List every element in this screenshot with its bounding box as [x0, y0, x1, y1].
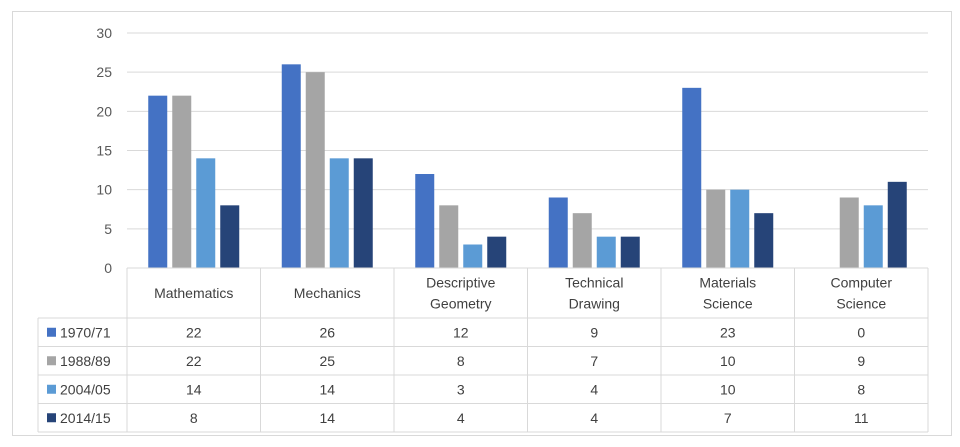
y-tick-label-25: 25 — [96, 64, 112, 80]
category-label-descriptive-geometry: Descriptive — [426, 275, 495, 291]
table-cell-2014-15-computer-science: 11 — [854, 410, 869, 426]
category-label-materials-science: Materials — [699, 275, 756, 291]
y-tick-label-30: 30 — [96, 25, 112, 41]
bar-1988-89-technical-drawing — [572, 213, 592, 268]
table-cell-1988-89-computer-science: 9 — [857, 353, 865, 369]
table-cell-1970-71-mechanics: 26 — [319, 324, 335, 340]
table-cell-2014-15-mathematics: 8 — [190, 410, 198, 426]
bar-2014-15-computer-science — [887, 181, 907, 268]
table-cell-2014-15-descriptive-geometry: 4 — [457, 410, 465, 426]
category-label-mathematics: Mathematics — [154, 285, 233, 301]
legend-key-1988-89 — [47, 356, 56, 366]
y-tick-label-0: 0 — [104, 260, 112, 276]
table-cell-1970-71-technical-drawing: 9 — [590, 324, 598, 340]
legend-key-2014-15 — [47, 413, 56, 423]
table-cell-2004-05-mathematics: 14 — [186, 381, 202, 397]
bar-2004-05-technical-drawing — [596, 236, 616, 268]
table-cell-1970-71-materials-science: 23 — [720, 324, 736, 340]
y-tick-label-20: 20 — [96, 103, 112, 119]
bar-2004-05-materials-science — [730, 189, 750, 268]
bar-1970-71-technical-drawing — [548, 197, 568, 268]
table-cell-2004-05-mechanics: 14 — [319, 381, 335, 397]
bar-1970-71-materials-science — [682, 87, 702, 268]
y-tick-label-10: 10 — [96, 182, 112, 198]
table-cell-1970-71-descriptive-geometry: 12 — [453, 324, 469, 340]
bar-2014-15-mechanics — [353, 158, 373, 268]
bar-2004-05-mathematics — [196, 158, 216, 268]
bars — [148, 64, 907, 269]
table-cell-1988-89-materials-science: 10 — [720, 353, 736, 369]
bar-2014-15-descriptive-geometry — [487, 236, 507, 268]
bar-2014-15-materials-science — [754, 213, 774, 268]
chart-frame — [12, 11, 952, 436]
bar-1988-89-descriptive-geometry — [439, 205, 459, 268]
bar-2014-15-technical-drawing — [620, 236, 640, 268]
legend-label-1988-89: 1988/89 — [60, 353, 111, 369]
data-table: Mathematics Mechanics Descriptive Geometry T… — [37, 267, 929, 433]
bar-1970-71-mechanics — [281, 64, 301, 268]
bar-1970-71-mathematics — [148, 95, 168, 269]
y-tick-label-15: 15 — [96, 143, 112, 159]
bar-1988-89-materials-science — [706, 189, 726, 268]
table-cell-2014-15-materials-science: 7 — [724, 410, 732, 426]
table-cell-2004-05-computer-science: 8 — [857, 381, 865, 397]
category-label-technical-drawing: Drawing — [569, 296, 620, 312]
legend-key-2004-05 — [47, 384, 56, 394]
table-cell-2014-15-mechanics: 14 — [319, 410, 335, 426]
gridlines — [127, 32, 928, 230]
bar-2014-15-mathematics — [220, 205, 240, 268]
bar-2004-05-computer-science — [863, 205, 883, 268]
y-axis: 0 5 10 15 20 25 30 — [96, 25, 112, 276]
table-cell-1970-71-computer-science: 0 — [857, 324, 865, 340]
bar-1988-89-mechanics — [305, 72, 325, 269]
bar-1970-71-descriptive-geometry — [415, 174, 435, 268]
table-cell-1988-89-descriptive-geometry: 8 — [457, 353, 465, 369]
category-label-descriptive-geometry: Geometry — [430, 296, 491, 312]
category-label-mechanics: Mechanics — [294, 285, 361, 301]
y-tick-label-5: 5 — [104, 221, 112, 237]
table-cell-2004-05-materials-science: 10 — [720, 381, 736, 397]
table-cell-1988-89-technical-drawing: 7 — [590, 353, 598, 369]
table-cell-2014-15-technical-drawing: 4 — [590, 410, 598, 426]
category-label-computer-science: Computer — [831, 275, 893, 291]
bar-2004-05-mechanics — [329, 158, 349, 268]
bar-1988-89-computer-science — [839, 197, 859, 268]
table-cell-2004-05-technical-drawing: 4 — [590, 381, 598, 397]
table-cell-2004-05-descriptive-geometry: 3 — [457, 381, 465, 397]
legend-label-2004-05: 2004/05 — [60, 381, 111, 397]
legend-key-1970-71 — [47, 327, 56, 337]
category-label-materials-science: Science — [703, 296, 753, 312]
bar-1988-89-mathematics — [172, 95, 192, 269]
legend-label-2014-15: 2014/15 — [60, 410, 111, 426]
category-label-technical-drawing: Technical — [565, 275, 623, 291]
legend-label-1970-71: 1970/71 — [60, 324, 111, 340]
table-cell-1970-71-mathematics: 22 — [186, 324, 202, 340]
bar-2004-05-descriptive-geometry — [463, 244, 483, 268]
table-cell-1988-89-mechanics: 25 — [319, 353, 335, 369]
category-label-computer-science: Science — [836, 296, 886, 312]
table-cell-1988-89-mathematics: 22 — [186, 353, 202, 369]
